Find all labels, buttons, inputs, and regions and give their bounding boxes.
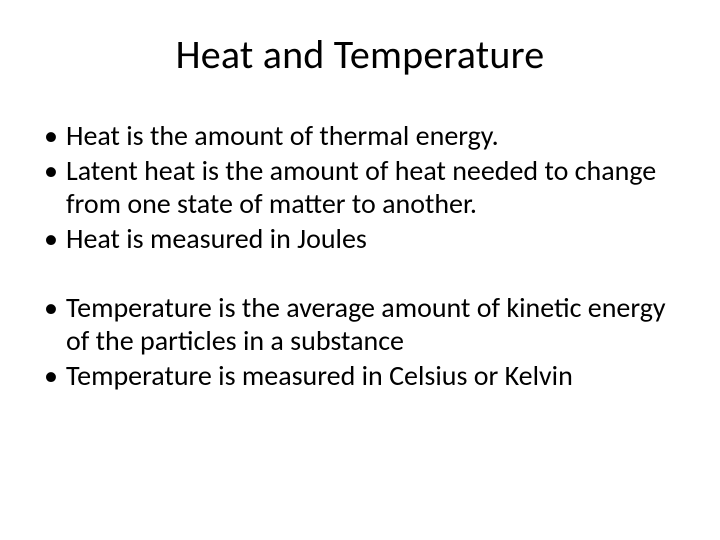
paragraph-gap — [38, 257, 682, 291]
bullet-group-2: Temperature is the average amount of kin… — [38, 291, 682, 392]
slide-body: Heat is the amount of thermal energy. La… — [30, 119, 690, 392]
list-item: Temperature is measured in Celsius or Ke… — [38, 359, 682, 392]
list-item: Temperature is the average amount of kin… — [38, 291, 682, 357]
slide-title: Heat and Temperature — [30, 30, 690, 79]
bullet-group-1: Heat is the amount of thermal energy. La… — [38, 119, 682, 255]
slide: Heat and Temperature Heat is the amount … — [0, 0, 720, 540]
list-item: Latent heat is the amount of heat needed… — [38, 154, 682, 220]
list-item: Heat is the amount of thermal energy. — [38, 119, 682, 152]
list-item: Heat is measured in Joules — [38, 222, 682, 255]
